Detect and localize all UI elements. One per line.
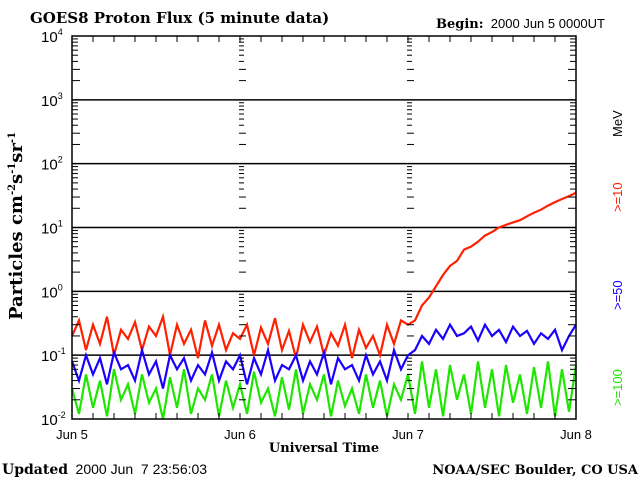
legend-series-50: >=50 — [610, 280, 625, 310]
series-line-2 — [70, 361, 578, 420]
begin-label: Begin: — [436, 17, 484, 32]
legend-series-10: >=10 — [610, 182, 625, 212]
y-tick-exponent: 4 — [58, 27, 63, 37]
y-tick-base: 10 — [41, 157, 58, 174]
x-tick-label: Jun 6 — [224, 427, 256, 442]
y-tick-exponent: -1 — [58, 346, 66, 356]
y-tick-label: 100 — [41, 282, 63, 301]
credit-text: NOAA/SEC Boulder, CO USA — [432, 463, 639, 478]
begin-value: 2000 Jun 5 0000UT — [491, 16, 605, 31]
chart-title: GOES8 Proton Flux (5 minute data) — [30, 9, 329, 27]
ylabel-sup1: -2 — [7, 184, 18, 195]
ylabel-base: Particles cm — [6, 195, 27, 320]
y-tick-base: 10 — [41, 348, 58, 365]
y-tick-exponent: 2 — [58, 155, 63, 165]
y-tick-base: 10 — [41, 93, 58, 110]
series-line-1 — [70, 322, 577, 389]
ylabel-sup3: -1 — [7, 132, 18, 143]
legend-series-100: >=100 — [610, 369, 625, 406]
updated-value: 2000 Jun 7 23:56:03 — [76, 461, 208, 477]
x-tick-label: Jun 7 — [392, 427, 424, 442]
y-tick-exponent: 0 — [58, 282, 63, 292]
legend-unit-mev: MeV — [610, 110, 625, 137]
y-tick-label: 10-2 — [41, 410, 66, 429]
ylabel-mid1: s — [6, 174, 27, 184]
y-axis-label: Particles cm-2s-1sr-1 — [6, 132, 27, 320]
y-tick-exponent: -2 — [58, 410, 66, 420]
x-tick-label: Jun 5 — [56, 427, 88, 442]
y-tick-label: 102 — [41, 155, 63, 174]
svg-text:Particles cm-2s-1sr-1: Particles cm-2s-1sr-1 — [6, 132, 27, 320]
ylabel-mid2: sr — [6, 143, 27, 163]
y-tick-label: 10-1 — [41, 346, 66, 365]
x-axis-label: Universal Time — [269, 441, 379, 456]
y-tick-exponent: 3 — [58, 91, 63, 101]
y-tick-label: 103 — [41, 91, 63, 110]
series-group — [70, 191, 578, 420]
plot-frame — [71, 35, 577, 420]
x-tick-label: Jun 8 — [560, 427, 592, 442]
updated-label: Updated — [2, 462, 68, 478]
updated-text: Updated 2000 Jun 7 23:56:03 — [2, 461, 207, 478]
y-tick-label: 101 — [41, 219, 63, 238]
x-tick-labels: Jun 5 Jun 6 Jun 7 Jun 8 — [56, 427, 592, 442]
y-tick-base: 10 — [41, 29, 58, 46]
y-tick-base: 10 — [41, 284, 58, 301]
y-tick-exponent: 1 — [58, 219, 63, 229]
begin-text: Begin: 2000 Jun 5 0000UT — [436, 16, 605, 32]
y-tick-base: 10 — [41, 221, 58, 238]
ylabel-sup2: -1 — [7, 163, 18, 174]
y-tick-base: 10 — [41, 412, 58, 429]
y-tick-label: 104 — [41, 27, 63, 46]
